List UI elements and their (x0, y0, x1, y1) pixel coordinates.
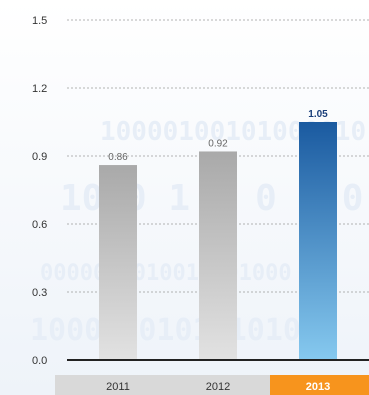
y-tick-label: 1.2 (32, 83, 47, 95)
x-tick-label: 2011 (106, 381, 130, 393)
y-tick-label: 0.6 (32, 219, 47, 231)
value-label-2012: 0.92 (208, 138, 228, 149)
category-labels: 2011 2012 2013 (55, 375, 369, 395)
svg-text:0000010010010101000: 0000010010010101000 (40, 261, 292, 286)
y-tick-label: 0.9 (32, 151, 47, 163)
y-tick-label: 1.5 (32, 15, 47, 27)
value-label-2013: 1.05 (308, 109, 328, 120)
bar-2011 (99, 165, 137, 360)
y-tick-label: 0.0 (32, 355, 47, 367)
y-tick-label: 0.3 (32, 287, 47, 299)
x-tick-label: 2012 (206, 381, 230, 393)
bars (99, 122, 337, 360)
bar-2013 (299, 122, 337, 360)
category-cell-2011 (55, 375, 165, 395)
y-axis-tick-labels: 0.0 0.3 0.6 0.9 1.2 1.5 (32, 15, 47, 367)
bar-2012 (199, 151, 237, 360)
category-cell-2013 (270, 375, 369, 395)
category-cell-2012 (165, 375, 270, 395)
value-label-2011: 0.86 (108, 152, 128, 163)
svg-text:1000100101010100: 1000100101010100 (30, 313, 319, 348)
value-labels: 0.86 0.92 1.05 (108, 109, 328, 163)
x-tick-label: 2013 (306, 381, 330, 393)
